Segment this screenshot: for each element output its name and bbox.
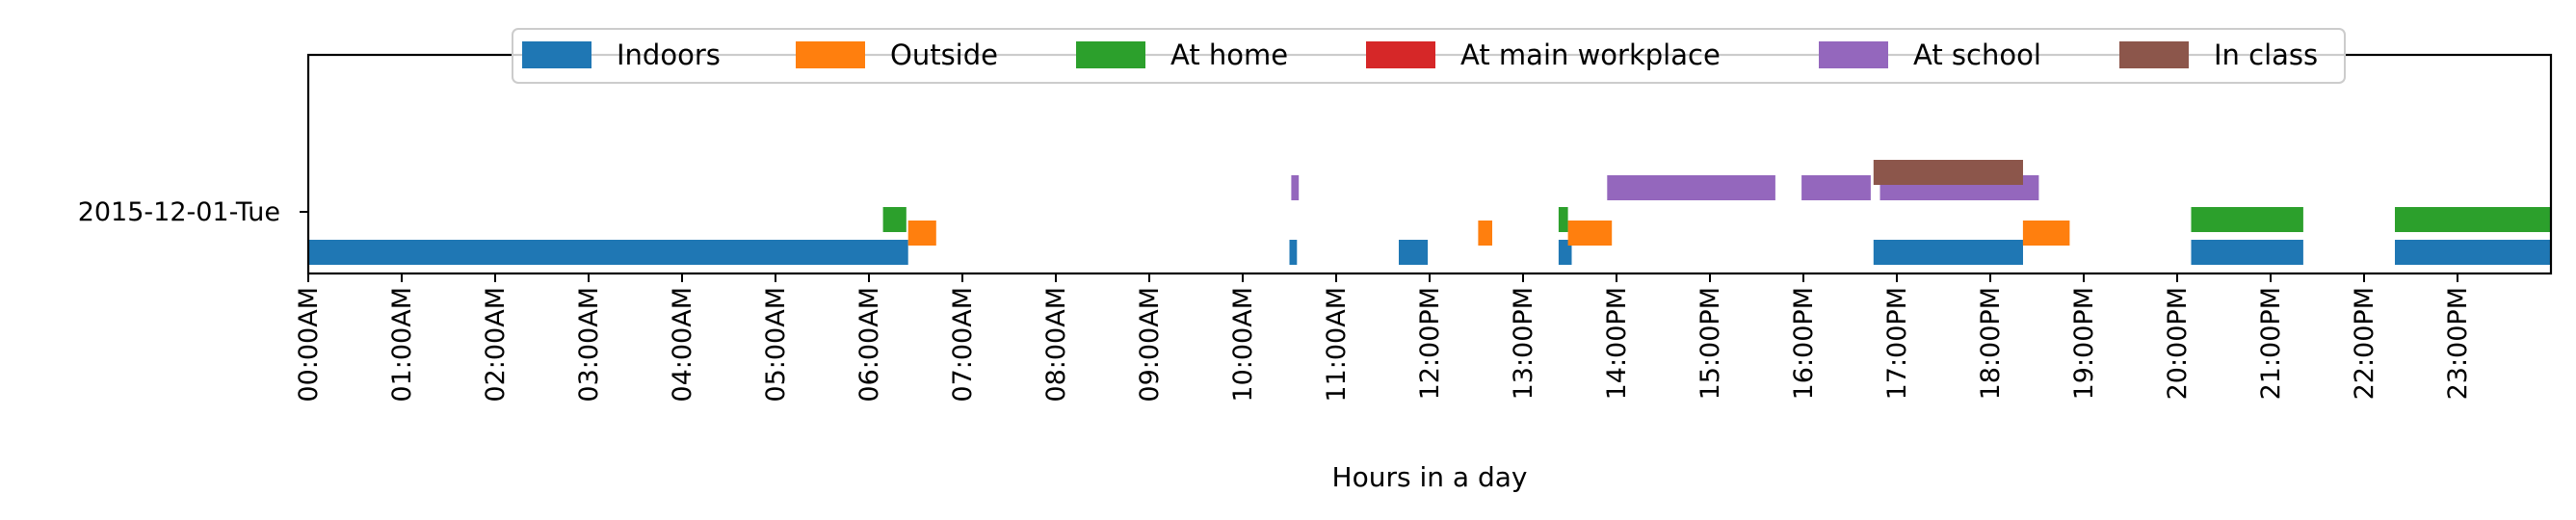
legend-swatch [522, 41, 591, 68]
bar-at-school [1801, 175, 1871, 200]
x-tick-label: 13:00PM [1509, 287, 1538, 400]
x-tick-label: 11:00AM [1322, 287, 1352, 403]
legend-swatch [2119, 41, 2189, 68]
legend-label: In class [2214, 39, 2318, 71]
x-tick-label: 01:00AM [387, 287, 417, 403]
x-tick-label: 03:00AM [574, 287, 604, 403]
x-tick-label: 07:00AM [948, 287, 978, 403]
data-layer [308, 160, 2551, 265]
x-tick-label: 21:00PM [2256, 287, 2286, 400]
x-tick-label: 18:00PM [1976, 287, 2006, 400]
bar-outside [2022, 221, 2070, 246]
x-tick-label: 20:00PM [2163, 287, 2193, 400]
x-tick-label: 06:00AM [854, 287, 884, 403]
bar-at-home [882, 207, 907, 232]
bar-indoors [2395, 240, 2551, 265]
x-tick-label: 12:00PM [1415, 287, 1445, 400]
x-tick-label: 04:00AM [668, 287, 697, 403]
x-tick-label: 05:00AM [761, 287, 791, 403]
x-tick-label: 16:00PM [1789, 287, 1819, 400]
bar-in-class [1873, 160, 2023, 185]
legend: Indoors Outside At home At main workplace At… [512, 28, 2346, 84]
x-tick-label: 15:00PM [1695, 287, 1725, 400]
bar-indoors [308, 240, 908, 265]
x-tick-label: 14:00PM [1602, 287, 1632, 400]
x-tick-label: 22:00PM [2350, 287, 2379, 400]
legend-label: At main workplace [1460, 39, 1721, 71]
x-axis-label: Hours in a day [1332, 461, 1528, 493]
bar-outside [907, 221, 936, 246]
bar-outside [1567, 221, 1613, 246]
x-tick-label: 17:00PM [1882, 287, 1912, 400]
bar-at-school [1291, 175, 1300, 200]
x-tick-label: 19:00PM [2069, 287, 2099, 400]
bar-indoors [1558, 240, 1572, 265]
x-tick-label: 09:00AM [1135, 287, 1165, 403]
legend-swatch [1819, 41, 1888, 68]
x-tick-label: 23:00PM [2443, 287, 2473, 400]
legend-swatch [1076, 41, 1145, 68]
bar-indoors [1399, 240, 1429, 265]
x-tick-label: 10:00AM [1228, 287, 1258, 403]
legend-label: Outside [890, 39, 998, 71]
legend-label: At home [1170, 39, 1288, 71]
bar-indoors [1873, 240, 2023, 265]
legend-swatch [1366, 41, 1435, 68]
x-tick-label: 08:00AM [1041, 287, 1071, 403]
bar-at-home [2191, 207, 2303, 232]
bar-indoors [2191, 240, 2303, 265]
x-tick-label: 00:00AM [294, 287, 324, 403]
bar-at-school [1607, 175, 1775, 200]
y-axis: 2015-12-01-Tue [78, 197, 308, 227]
legend-swatch [796, 41, 865, 68]
x-axis: 00:00AM 01:00AM 02:00AM 03:00AM 04:00AM 05:00… [294, 273, 2473, 403]
bar-at-home [1558, 207, 1568, 232]
bar-indoors [1289, 240, 1298, 265]
legend-label: At school [1913, 39, 2041, 71]
legend-label: Indoors [617, 39, 721, 71]
bar-outside [1478, 221, 1492, 246]
bar-at-home [2395, 207, 2551, 232]
y-tick-label: 2015-12-01-Tue [78, 197, 280, 227]
x-tick-label: 02:00AM [481, 287, 511, 403]
